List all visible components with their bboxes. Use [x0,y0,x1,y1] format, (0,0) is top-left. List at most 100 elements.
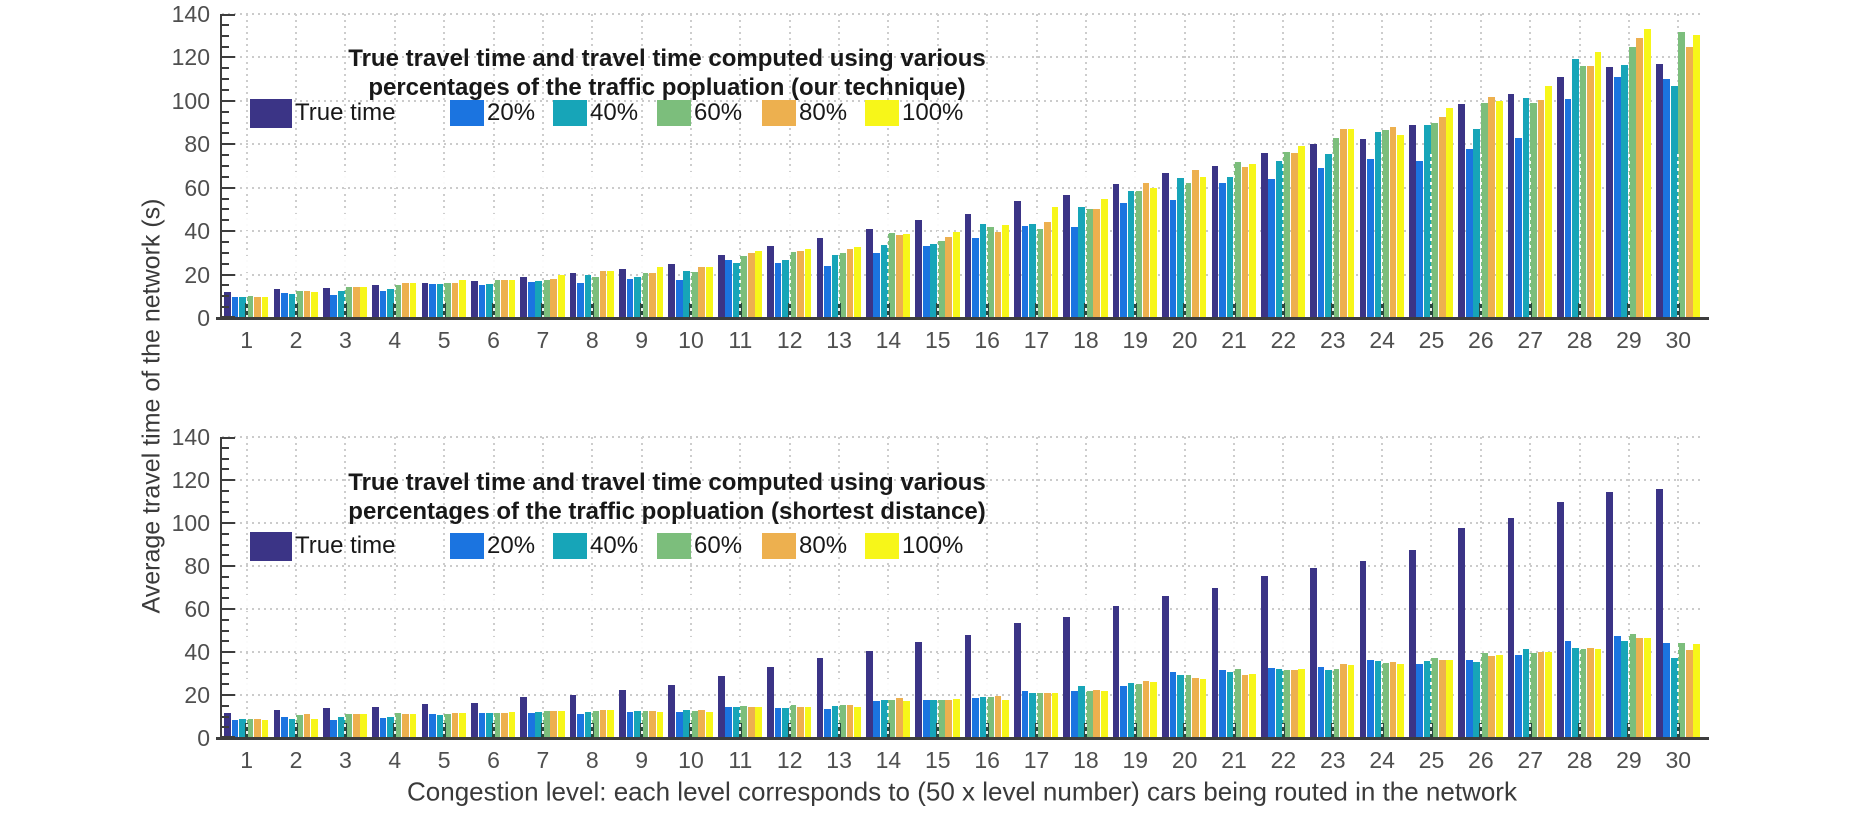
bar-40- [1226,672,1234,738]
bar-60- [1234,161,1241,318]
bar-40- [288,718,296,738]
bar-20- [1663,643,1670,738]
bar-40- [732,706,740,738]
bar-true-time [224,713,231,738]
y-minor-tick [222,284,229,287]
bar-true-time [1408,549,1416,738]
y-minor-tick [222,251,229,254]
bar-40- [1423,124,1431,318]
gridline-vertical-overlay [295,154,298,318]
bar-true-time [1655,488,1663,738]
bar-80- [698,710,706,738]
y-tick-label: 140 [171,424,210,450]
bar-true-time [1063,616,1071,738]
legend-item: 100% [865,98,963,128]
y-tick-label: 60 [184,596,210,622]
bar-40- [1325,154,1332,318]
bar-60- [542,711,550,738]
bar-60- [1283,151,1291,318]
bar-true-time [471,281,478,318]
x-tick-label: 21 [1221,747,1247,773]
bar-80- [1438,117,1446,318]
bar-40- [584,712,592,738]
bar-40- [436,715,444,738]
bar-60- [246,718,254,738]
bar-80- [1636,37,1644,318]
bar-20- [478,285,486,318]
gridline-vertical-overlay [887,577,890,738]
gridline-vertical-overlay [936,577,939,738]
bar-true-time [1260,152,1268,318]
y-major-tick [222,565,235,567]
bar-20- [922,246,930,318]
bar-60- [937,700,945,738]
gridline-vertical-overlay [1529,577,1532,738]
y-minor-tick [222,197,229,200]
legend-label: True time [295,532,396,559]
bar-80- [945,236,952,318]
bar-100- [656,712,664,738]
bar-80- [1587,66,1594,318]
bar-40- [930,700,937,738]
y-tick-label: 100 [171,87,210,114]
y-minor-tick [222,446,229,449]
y-minor-tick [222,241,229,243]
bar-40- [436,284,444,318]
legend-item: 80% [762,531,847,561]
bar-40- [1621,65,1629,318]
bar-60- [1480,653,1488,738]
bar-100- [1495,100,1503,318]
x-tick-label: 16 [974,747,1000,773]
x-tick-label: 12 [776,327,803,353]
bar-true-time [1655,63,1663,318]
bar-80- [550,711,558,738]
legend-label: 20% [487,532,536,559]
bar-20- [873,701,881,738]
bar-40- [880,245,888,318]
chart-title: True travel time and travel time compute… [242,468,1092,526]
gridline-horizontal [222,143,1703,146]
y-minor-tick [222,683,229,686]
bar-20- [1613,635,1621,738]
y-tick-label: 60 [184,174,210,201]
bar-20- [281,716,288,738]
bar-chart-shortest-distance: True travel time and travel time compute… [172,424,1709,773]
x-tick-label: 19 [1122,747,1149,773]
bar-20- [1169,199,1177,318]
bar-true-time [1359,560,1367,738]
bar-100- [1446,659,1454,738]
gridline-horizontal [222,56,1703,59]
bar-60- [1332,669,1340,738]
y-minor-tick [222,468,229,471]
bar-20- [972,698,979,738]
x-tick-label: 17 [1023,747,1050,773]
x-tick-label: 10 [678,747,704,773]
bar-80- [1685,649,1693,738]
bar-100- [1002,700,1009,738]
bar-100- [1347,129,1355,318]
bar-20- [972,237,979,318]
gridline-vertical-overlay [245,154,248,318]
bar-true-time [569,695,577,738]
bar-40- [782,707,789,738]
bar-60- [1135,684,1142,738]
bar-40- [979,697,987,738]
chart-title-line2: percentages of the traffic popluation (o… [368,74,966,101]
bar-60- [888,700,896,738]
bar-80- [797,250,804,318]
bar-true-time [1014,622,1021,738]
gridline-vertical-overlay [1479,154,1482,318]
bar-100- [360,714,368,738]
bar-60- [1431,122,1439,318]
bar-60- [1085,209,1093,318]
bar-60- [493,713,501,738]
bar-40- [1374,132,1382,318]
bar-60- [444,714,451,738]
bar-60- [1579,648,1587,738]
bar-true-time [767,246,774,318]
y-axis-line [220,14,222,318]
bar-true-time [1162,596,1169,738]
bar-80- [846,704,854,738]
bar-60- [937,240,945,318]
legend-item: 40% [553,98,638,128]
